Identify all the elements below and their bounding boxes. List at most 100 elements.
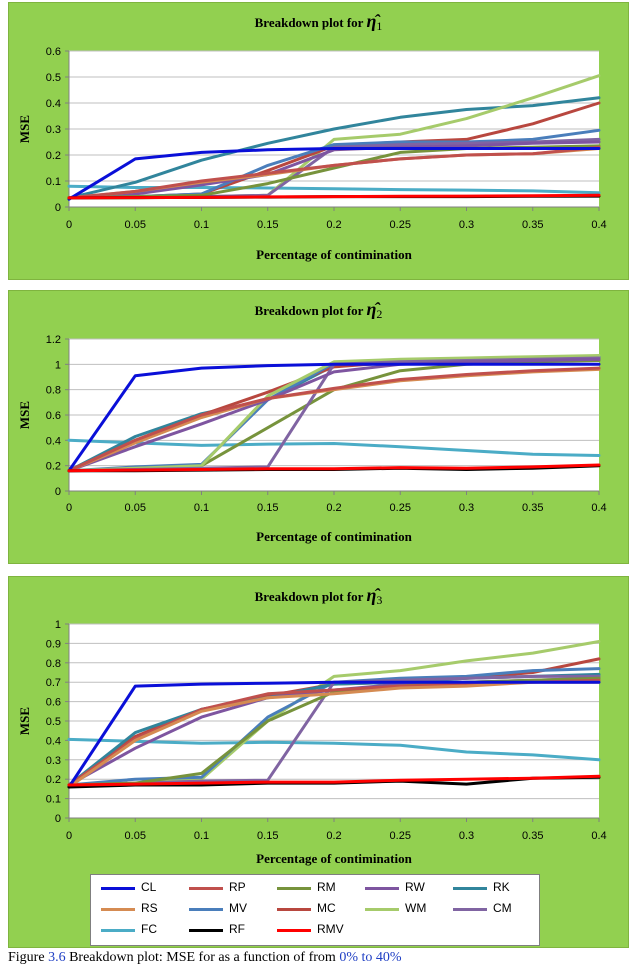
series-line-rmv: [67, 193, 601, 200]
x-axis-label: Percentage of contimination: [256, 529, 412, 544]
series-line-rk: [67, 96, 601, 200]
y-tick-label: 0.2: [46, 774, 61, 786]
legend-swatch: [101, 887, 135, 890]
x-tick-label: 0.3: [459, 219, 474, 231]
x-tick-label: 0.25: [390, 830, 411, 842]
legend-swatch: [365, 908, 399, 911]
y-tick-label: 0.1: [46, 176, 61, 188]
y-tick-label: 0.7: [46, 677, 61, 689]
x-axis-label: Percentage of contimination: [256, 247, 412, 262]
y-tick-label: 0.3: [46, 755, 61, 767]
chart-2: Breakdown plot for η̂2 0 0.2 0.4 0.6 0.8 1 1.2 0…: [17, 299, 607, 544]
series-line-fc: [67, 438, 601, 457]
chart-3: Breakdown plot for η̂3 0 0.1 0.2 0.3 0.4 0.5 0.…: [17, 585, 607, 866]
y-tick-label: 0.1: [46, 794, 61, 806]
legend-label: RMV: [317, 922, 344, 936]
legend-swatch: [101, 908, 135, 911]
x-tick-label: 0.4: [591, 219, 606, 231]
x-tick-label: 0.35: [522, 502, 543, 514]
caption-range: 0% to 40%: [339, 950, 402, 965]
chart-title: Breakdown plot for η̂3: [255, 585, 383, 607]
y-tick-label: 0.6: [46, 410, 61, 422]
legend-label: RW: [405, 880, 425, 894]
series-line-fc: [67, 737, 601, 762]
x-tick-label: 0.05: [125, 830, 146, 842]
x-axis-label: Percentage of contimination: [256, 851, 412, 866]
series-line-rmv: [67, 463, 601, 473]
legend-label: FC: [141, 922, 157, 936]
legend-label: RP: [229, 880, 246, 894]
x-tick-label: 0.2: [326, 502, 341, 514]
y-axis-label: MSE: [17, 115, 32, 143]
series-line-rmv: [67, 774, 601, 787]
x-tick-label: 0.35: [522, 219, 543, 231]
x-tick-label: 0.1: [194, 830, 209, 842]
x-tick-label: 0.25: [390, 219, 411, 231]
y-tick-label: 0.4: [46, 735, 61, 747]
series-line-cl: [67, 362, 601, 473]
series-line-cl: [67, 680, 601, 789]
y-tick-label: 0.4: [46, 98, 61, 110]
legend-label: MV: [229, 901, 247, 915]
y-tick-label: 0: [55, 486, 61, 498]
legend-label: RS: [141, 901, 158, 915]
x-tick-label: 0.05: [125, 219, 146, 231]
y-tick-label: 0: [55, 202, 61, 214]
legend-swatch: [189, 929, 223, 932]
legend-label: RM: [317, 880, 336, 894]
legend-swatch: [365, 887, 399, 890]
series-line-cl: [67, 147, 601, 201]
caption-prefix: Figure: [8, 950, 45, 965]
chart-panel-1: Breakdown plot for η̂1 0 0.1 0.2 0.3 0.4 0.5 0.…: [8, 2, 629, 280]
legend-swatch: [101, 929, 135, 932]
chart-panel-2: Breakdown plot for η̂2 0 0.2 0.4 0.6 0.8 1 1.2 0…: [8, 290, 629, 564]
y-tick-label: 0.5: [46, 716, 61, 728]
chart-title: Breakdown plot for η̂2: [255, 299, 383, 321]
legend-swatch: [277, 929, 311, 932]
y-axis-label: MSE: [17, 401, 32, 429]
y-tick-label: 0.8: [46, 658, 61, 670]
y-tick-label: 0.6: [46, 46, 61, 58]
legend-label: WM: [405, 901, 427, 915]
x-tick-label: 0.05: [125, 502, 146, 514]
legend-swatch: [277, 887, 311, 890]
y-tick-label: 0.8: [46, 385, 61, 397]
legend-label: RK: [493, 880, 510, 894]
legend-label: CL: [141, 880, 157, 894]
legend-label: MC: [317, 901, 336, 915]
y-tick-label: 0.9: [46, 638, 61, 650]
chart-1: Breakdown plot for η̂1 0 0.1 0.2 0.3 0.4 0.5 0.…: [17, 11, 607, 262]
legend-swatch: [189, 908, 223, 911]
x-tick-label: 0: [66, 219, 72, 231]
y-tick-label: 0.6: [46, 697, 61, 709]
x-tick-label: 0: [66, 830, 72, 842]
y-tick-label: 0.2: [46, 461, 61, 473]
y-tick-label: 1: [55, 359, 61, 371]
series-line-rw: [67, 357, 601, 473]
y-tick-label: 0.4: [46, 435, 61, 447]
x-tick-label: 0.3: [459, 830, 474, 842]
legend-swatch: [453, 887, 487, 890]
y-tick-label: 1: [55, 619, 61, 631]
y-tick-label: 0.5: [46, 72, 61, 84]
x-tick-label: 0.2: [326, 830, 341, 842]
x-tick-label: 0.1: [194, 219, 209, 231]
x-tick-label: 0.4: [591, 502, 606, 514]
caption-mid: as a function of from: [218, 950, 336, 965]
legend-label: RF: [229, 922, 245, 936]
y-tick-label: 0.2: [46, 150, 61, 162]
legend-swatch: [189, 887, 223, 890]
legend-swatch: [453, 908, 487, 911]
x-tick-label: 0.15: [257, 219, 278, 231]
y-axis-label: MSE: [17, 707, 32, 735]
x-tick-label: 0.25: [390, 502, 411, 514]
x-tick-label: 0.15: [257, 502, 278, 514]
y-tick-label: 1.2: [46, 334, 61, 346]
x-tick-label: 0.4: [591, 830, 606, 842]
legend: CL RP RM RW RK RS MV MC WM CM FC RF RMV: [90, 874, 540, 946]
x-tick-label: 0.2: [326, 219, 341, 231]
legend-label: CM: [493, 901, 512, 915]
caption-text: Breakdown plot: MSE for: [69, 950, 215, 965]
x-tick-label: 0.15: [257, 830, 278, 842]
series-line-rp: [67, 366, 601, 473]
